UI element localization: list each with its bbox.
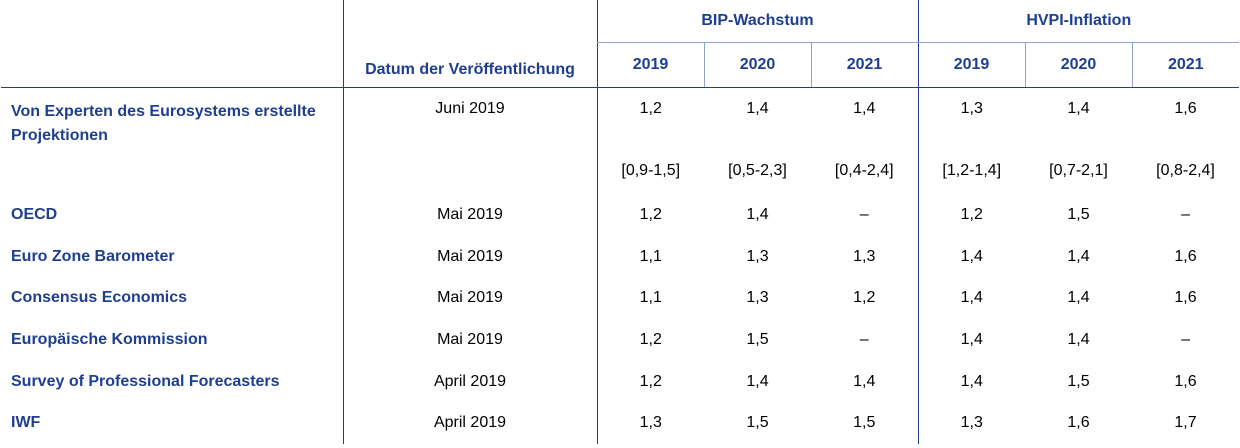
row-value: [0,9-1,5] bbox=[596, 148, 704, 194]
row-value: 1,3 bbox=[917, 402, 1026, 445]
row-value: 1,6 bbox=[1174, 247, 1197, 265]
row-label: Euro Zone Barometer bbox=[11, 247, 175, 265]
row-label: Survey of Professional Forecasters bbox=[11, 372, 280, 390]
header-publication-date: Datum der Veröffentlichung bbox=[342, 0, 597, 88]
row-value: – bbox=[859, 205, 869, 223]
table-row: Von Experten des Eurosystems erstellte P… bbox=[1, 87, 1239, 148]
row-value: 1,4 bbox=[917, 360, 1026, 403]
row-value: 1,4 bbox=[917, 235, 1026, 278]
row-value: 1,1 bbox=[596, 277, 704, 320]
row-value: 1,2 bbox=[596, 87, 704, 148]
row-value: [0,8-2,4] bbox=[1156, 162, 1215, 179]
header-year: 2019 bbox=[917, 42, 1026, 88]
header-year: 2019 bbox=[596, 42, 704, 88]
row-value: – bbox=[1181, 205, 1190, 223]
header-year: 2020 bbox=[1024, 42, 1133, 88]
row-date: April 2019 bbox=[342, 360, 597, 403]
row-value: 1,4 bbox=[746, 100, 769, 117]
row-value: 1,2 bbox=[853, 289, 876, 307]
row-value: 1,2 bbox=[596, 194, 704, 236]
row-value: 1,7 bbox=[1174, 414, 1197, 432]
row-label: Consensus Economics bbox=[11, 289, 188, 307]
row-value: 1,3 bbox=[596, 402, 704, 445]
row-value: 1,6 bbox=[1174, 100, 1197, 117]
header-year: 2021 bbox=[1131, 42, 1240, 88]
table-row: Consensus Economics Mai 2019 1,1 1,3 1,2… bbox=[1, 277, 1239, 320]
row-date: Mai 2019 bbox=[342, 277, 597, 320]
row-date: April 2019 bbox=[342, 402, 597, 445]
row-value: 1,3 bbox=[853, 247, 876, 265]
row-date: Juni 2019 bbox=[342, 87, 597, 148]
table-row-range: [0,9-1,5] [0,5-2,3] [0,4-2,4] [1,2-1,4] … bbox=[1, 148, 1239, 194]
row-value: [0,7-2,1] bbox=[1049, 162, 1108, 179]
row-value: 1,5 bbox=[853, 414, 876, 432]
row-value: 1,5 bbox=[1067, 205, 1090, 223]
row-value: [0,4-2,4] bbox=[834, 162, 894, 179]
row-date: Mai 2019 bbox=[342, 194, 597, 236]
row-value: 1,4 bbox=[853, 100, 876, 117]
row-value: 1,4 bbox=[1067, 330, 1090, 348]
row-value: [0,5-2,3] bbox=[728, 162, 787, 179]
row-value: 1,5 bbox=[1067, 372, 1090, 390]
table-row: Euro Zone Barometer Mai 2019 1,1 1,3 1,3… bbox=[1, 235, 1239, 278]
row-value: 1,5 bbox=[746, 330, 769, 348]
row-value: 1,4 bbox=[853, 372, 876, 390]
header-empty-cell bbox=[1, 0, 343, 88]
row-date bbox=[342, 148, 597, 194]
row-value: 1,6 bbox=[1174, 372, 1197, 390]
row-value: 1,3 bbox=[917, 87, 1026, 148]
row-value: 1,2 bbox=[917, 194, 1026, 236]
row-value: 1,4 bbox=[746, 205, 769, 223]
row-date: Mai 2019 bbox=[342, 235, 597, 278]
header-hicp-inflation: HVPI-Inflation bbox=[917, 0, 1240, 43]
row-value: 1,3 bbox=[746, 289, 769, 307]
row-label bbox=[1, 148, 343, 194]
row-value: 1,2 bbox=[596, 360, 704, 403]
header-gdp-growth: BIP-Wachstum bbox=[596, 0, 919, 43]
row-value: 1,5 bbox=[746, 414, 769, 432]
row-value: – bbox=[1181, 330, 1190, 348]
row-value: 1,6 bbox=[1067, 414, 1090, 432]
table-row: OECD Mai 2019 1,2 1,4 – 1,2 1,5 – bbox=[1, 194, 1239, 236]
header-year: 2020 bbox=[703, 42, 811, 88]
row-value: 1,4 bbox=[1067, 247, 1090, 265]
row-label: IWF bbox=[11, 414, 41, 432]
row-value: – bbox=[859, 330, 869, 348]
header-year: 2021 bbox=[810, 42, 919, 88]
row-value: 1,1 bbox=[596, 235, 704, 278]
row-label: OECD bbox=[11, 205, 58, 223]
row-label: Europäische Kommission bbox=[11, 330, 208, 348]
table-row: IWF April 2019 1,3 1,5 1,5 1,3 1,6 1,7 bbox=[1, 402, 1239, 445]
row-value: 1,6 bbox=[1174, 289, 1197, 307]
row-label: Von Experten des Eurosystems erstellte P… bbox=[11, 103, 316, 144]
row-date: Mai 2019 bbox=[342, 319, 597, 361]
row-value: 1,2 bbox=[596, 319, 704, 361]
row-value: 1,4 bbox=[1067, 289, 1090, 307]
row-value: 1,4 bbox=[917, 277, 1026, 320]
table-row: Europäische Kommission Mai 2019 1,2 1,5 … bbox=[1, 319, 1239, 361]
row-value: 1,4 bbox=[746, 372, 769, 390]
row-value: 1,4 bbox=[917, 319, 1026, 361]
row-value: 1,4 bbox=[1067, 100, 1090, 117]
table-row: Survey of Professional Forecasters April… bbox=[1, 360, 1239, 403]
row-value: 1,3 bbox=[746, 247, 769, 265]
row-value: [1,2-1,4] bbox=[917, 148, 1026, 194]
